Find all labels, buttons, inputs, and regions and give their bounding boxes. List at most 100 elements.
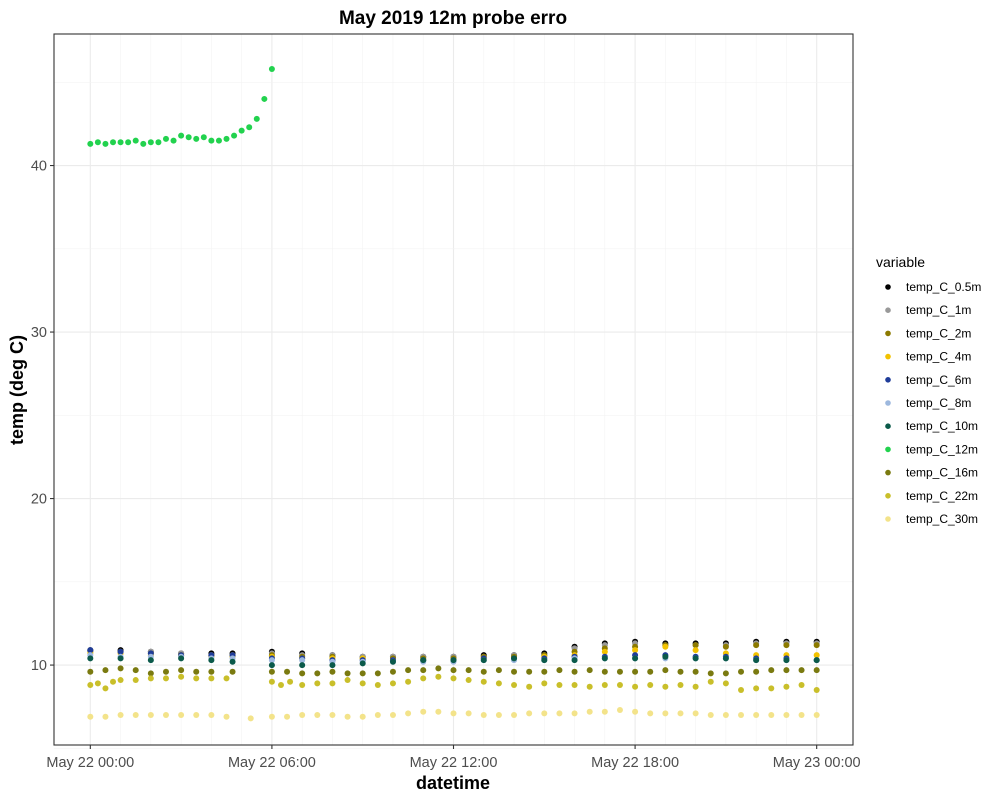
- data-point: [632, 683, 639, 690]
- data-point: [178, 667, 185, 674]
- data-point: [389, 680, 396, 687]
- data-point: [465, 710, 472, 717]
- data-point: [511, 668, 518, 675]
- data-point: [223, 135, 230, 142]
- x-tick-label: May 23 00:00: [773, 755, 861, 771]
- data-point: [329, 662, 336, 669]
- data-point: [155, 139, 162, 146]
- data-point: [420, 667, 427, 674]
- x-tick-label: May 22 00:00: [46, 755, 134, 771]
- data-point: [229, 658, 236, 665]
- data-point: [813, 642, 820, 649]
- data-point: [314, 712, 321, 719]
- data-point: [299, 712, 306, 719]
- data-point: [125, 139, 132, 146]
- data-point: [753, 668, 760, 675]
- data-point: [526, 683, 533, 690]
- legend-key: [885, 353, 891, 360]
- data-point: [268, 657, 275, 664]
- data-point: [495, 712, 502, 719]
- data-point: [132, 667, 139, 674]
- data-point: [813, 657, 820, 664]
- data-point: [261, 95, 268, 102]
- data-point: [268, 713, 275, 720]
- y-tick-label: 40: [31, 159, 47, 175]
- legend-label: temp_C_22m: [906, 489, 978, 503]
- data-point: [374, 682, 381, 689]
- data-point: [117, 677, 124, 684]
- legend-key: [885, 377, 891, 383]
- data-point: [601, 648, 608, 655]
- legend-key: [885, 516, 891, 522]
- data-point: [541, 668, 548, 675]
- data-point: [162, 668, 169, 675]
- data-point: [185, 134, 192, 141]
- data-point: [495, 680, 502, 687]
- data-point: [329, 668, 336, 675]
- data-point: [117, 139, 124, 146]
- data-point: [284, 668, 291, 675]
- y-axis-title: temp (deg C): [7, 335, 27, 445]
- chart-title: May 2019 12m probe erro: [339, 8, 567, 29]
- data-point: [511, 655, 518, 662]
- data-point: [662, 683, 669, 690]
- legend-item: temp_C_16m: [885, 466, 978, 480]
- y-axis: 10 20 30 40: [31, 159, 54, 674]
- data-point: [329, 712, 336, 719]
- data-point: [132, 137, 139, 144]
- data-point: [359, 660, 366, 667]
- legend-item: temp_C_8m: [885, 396, 971, 410]
- data-point: [556, 682, 563, 689]
- data-point: [616, 707, 623, 714]
- data-point: [229, 668, 236, 675]
- legend-key: [885, 469, 891, 476]
- data-point: [586, 667, 593, 674]
- legend-item: temp_C_2m: [885, 326, 971, 340]
- data-points: [87, 65, 820, 722]
- data-point: [117, 655, 124, 662]
- data-point: [707, 670, 714, 677]
- data-point: [162, 712, 169, 719]
- data-point: [268, 668, 275, 675]
- data-point: [277, 682, 284, 689]
- data-point: [147, 712, 154, 719]
- data-point: [783, 667, 790, 674]
- data-point: [102, 713, 109, 720]
- series-temp_C_16m: [87, 665, 820, 677]
- data-point: [601, 655, 608, 662]
- data-point: [102, 667, 109, 674]
- x-axis-title: datetime: [416, 773, 490, 793]
- data-point: [465, 667, 472, 674]
- data-point: [284, 713, 291, 720]
- data-point: [798, 712, 805, 719]
- x-tick-label: May 22 06:00: [228, 755, 316, 771]
- data-point: [193, 668, 200, 675]
- data-point: [147, 139, 154, 146]
- data-point: [193, 712, 200, 719]
- data-point: [208, 668, 215, 675]
- data-point: [692, 683, 699, 690]
- data-point: [223, 675, 230, 682]
- data-point: [268, 662, 275, 669]
- legend-item: temp_C_1m: [885, 303, 971, 317]
- legend-label: temp_C_8m: [906, 396, 971, 410]
- y-tick-label: 30: [31, 325, 47, 341]
- data-point: [246, 124, 253, 131]
- data-point: [223, 713, 230, 720]
- data-point: [480, 712, 487, 719]
- data-point: [162, 135, 169, 142]
- data-point: [692, 642, 699, 649]
- data-point: [798, 682, 805, 689]
- data-point: [253, 115, 260, 122]
- data-point: [359, 670, 366, 677]
- data-point: [586, 683, 593, 690]
- x-tick-label: May 22 12:00: [410, 755, 498, 771]
- data-point: [495, 667, 502, 674]
- data-point: [87, 140, 94, 147]
- data-point: [707, 678, 714, 685]
- data-point: [268, 65, 275, 72]
- data-point: [541, 657, 548, 664]
- grid-lines: [54, 34, 853, 749]
- data-point: [117, 648, 124, 655]
- data-point: [601, 668, 608, 675]
